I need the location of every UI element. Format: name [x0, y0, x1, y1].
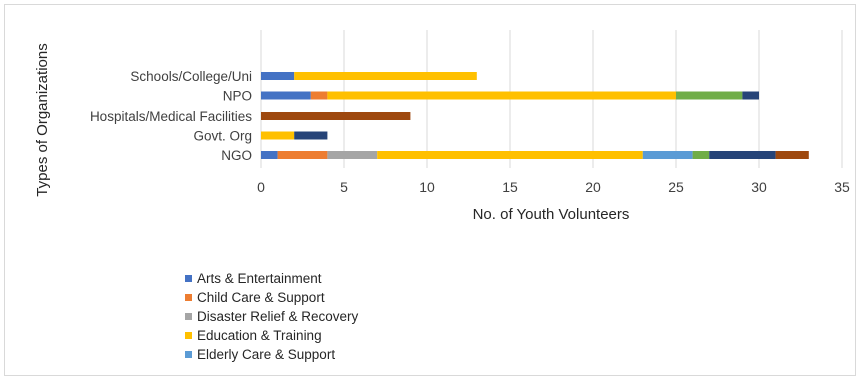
x-tick-label: 20 — [585, 179, 601, 195]
bar-segment — [709, 151, 776, 159]
legend-item: Education & Training — [185, 326, 358, 345]
legend-item: Arts & Entertainment — [185, 269, 358, 288]
bar-segment — [310, 91, 328, 100]
bar-segment — [377, 151, 643, 159]
bar-segment — [261, 72, 295, 80]
bar-segment — [261, 131, 295, 140]
legend-item: Child Care & Support — [185, 288, 358, 307]
legend: Arts & Entertainment Child Care & Support… — [185, 269, 358, 364]
category-labels: Schools/College/Uni NPO Hospitals/Medical … — [90, 69, 252, 163]
legend-swatch — [185, 294, 192, 301]
y-axis-title: Types of Organizations — [34, 43, 51, 196]
x-tick-label: 30 — [751, 179, 767, 195]
category-label: NGO — [221, 148, 252, 163]
bar-segment — [294, 131, 328, 140]
bar-segment — [742, 91, 759, 100]
bar-segment — [294, 72, 477, 80]
bar-segment — [676, 91, 743, 100]
x-tick-label: 10 — [419, 179, 435, 195]
x-tick-label: 35 — [834, 179, 850, 195]
legend-label: Education & Training — [197, 328, 322, 343]
bar-segment — [277, 151, 328, 159]
legend-swatch — [185, 275, 192, 282]
bar-segment — [261, 112, 411, 120]
x-tick-label: 5 — [340, 179, 348, 195]
legend-label: Child Care & Support — [197, 290, 325, 305]
legend-swatch — [185, 313, 192, 320]
x-tick-label: 0 — [257, 179, 265, 195]
category-label: Hospitals/Medical Facilities — [90, 109, 252, 124]
bar-segment — [327, 91, 676, 100]
category-label: Schools/College/Uni — [130, 69, 252, 84]
legend-label: Disaster Relief & Recovery — [197, 309, 359, 324]
bar-segment — [327, 151, 378, 159]
legend-label: Arts & Entertainment — [197, 271, 322, 286]
x-tick-labels: 0 5 10 15 20 25 30 35 — [257, 179, 850, 195]
x-tick-label: 15 — [502, 179, 518, 195]
legend-item: Disaster Relief & Recovery — [185, 307, 358, 326]
legend-swatch — [185, 332, 192, 339]
bar-segment — [775, 151, 809, 159]
bar-segment — [642, 151, 693, 159]
bars — [261, 72, 809, 159]
bar-segment — [261, 91, 311, 100]
bar-segment — [692, 151, 710, 159]
legend-swatch — [185, 351, 192, 358]
x-tick-label: 25 — [668, 179, 684, 195]
legend-item: Elderly Care & Support — [185, 345, 358, 364]
category-label: Govt. Org — [193, 129, 252, 144]
legend-label: Elderly Care & Support — [197, 347, 336, 362]
x-axis-title: No. of Youth Volunteers — [473, 206, 630, 223]
chart-frame — [4, 4, 856, 376]
bar-segment — [261, 151, 278, 159]
category-label: NPO — [223, 89, 252, 104]
